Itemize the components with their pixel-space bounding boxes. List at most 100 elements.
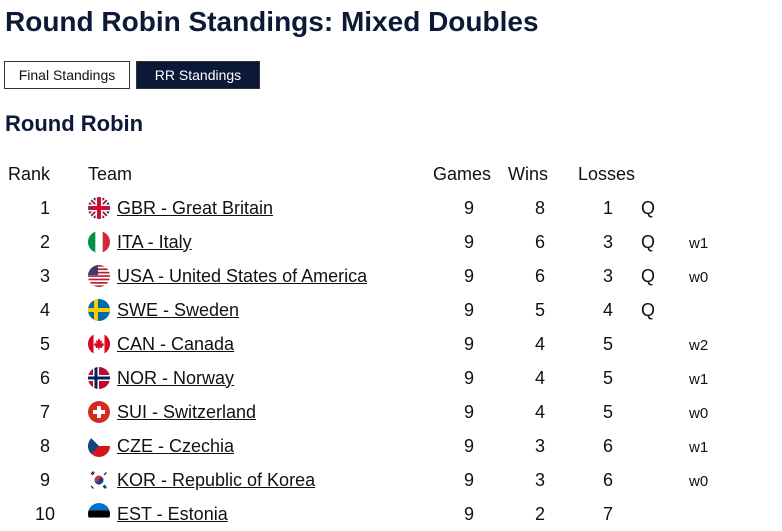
team-cell: SWE - Sweden [88, 293, 433, 327]
can-flag-icon [88, 333, 110, 355]
rank-cell: 6 [39, 367, 50, 388]
rank-cell: 3 [39, 265, 50, 286]
losses-cell: 5 [602, 367, 613, 388]
tiebreak-cell: w1 [689, 371, 709, 388]
qualifier-cell: Q [641, 197, 656, 218]
games-cell: 9 [463, 435, 474, 456]
team-link[interactable]: CZE - Czechia [117, 435, 235, 456]
team-link[interactable]: ITA - Italy [117, 231, 192, 252]
team-cell: ITA - Italy [88, 225, 433, 259]
losses-cell: 7 [602, 503, 613, 524]
tiebreak-cell [689, 497, 749, 531]
tiebreak-cell: w0 [689, 473, 709, 490]
losses-cell: 5 [602, 401, 613, 422]
team-link[interactable]: GBR - Great Britain [117, 197, 274, 218]
games-cell: 9 [463, 401, 474, 422]
qualifier-cell [641, 497, 689, 531]
team-link[interactable]: SUI - Switzerland [117, 401, 257, 422]
rank-cell: 7 [39, 401, 50, 422]
header-wins: Wins [508, 164, 548, 184]
page-title: Round Robin Standings: Mixed Doubles [5, 6, 539, 37]
wins-cell: 2 [534, 503, 545, 524]
section-title: Round Robin [5, 111, 144, 136]
qualifier-cell [641, 463, 689, 497]
team-cell: USA - United States of America [88, 259, 433, 293]
header-games: Games [433, 164, 492, 184]
games-cell: 9 [463, 231, 474, 252]
losses-cell: 1 [602, 197, 613, 218]
table-row: 9 KOR - Republic of Korea 9 3 6 w0 [2, 463, 749, 497]
wins-cell: 4 [534, 367, 545, 388]
table-header-row: Rank Team Games Wins Losses [2, 158, 749, 191]
team-link[interactable]: SWE - Sweden [117, 299, 240, 320]
team-link[interactable]: USA - United States of America [117, 265, 368, 286]
rank-cell: 1 [39, 197, 50, 218]
team-link[interactable]: EST - Estonia [117, 503, 228, 524]
wins-cell: 3 [534, 435, 545, 456]
nor-flag-icon [88, 367, 110, 389]
games-cell: 9 [463, 333, 474, 354]
wins-cell: 5 [534, 299, 545, 320]
header-qualifier [641, 158, 689, 191]
qualifier-cell [641, 395, 689, 429]
games-cell: 9 [463, 367, 474, 388]
tab-final-standings[interactable]: Final Standings [4, 61, 130, 89]
rank-cell: 4 [39, 299, 50, 320]
team-link[interactable]: NOR - Norway [117, 367, 235, 388]
table-row: 10 EST - Estonia 9 2 7 [2, 497, 749, 531]
tiebreak-cell: w0 [689, 269, 709, 286]
tab-rr-standings[interactable]: RR Standings [136, 61, 260, 89]
games-cell: 9 [463, 299, 474, 320]
qualifier-cell: Q [641, 231, 656, 252]
games-cell: 9 [463, 265, 474, 286]
swe-flag-icon [88, 299, 110, 321]
table-row: 1 GBR - Great Britain 9 8 1 Q [2, 191, 749, 225]
tiebreak-cell: w1 [689, 235, 709, 252]
tiebreak-cell: w1 [689, 439, 709, 456]
cze-flag-icon [88, 435, 110, 457]
games-cell: 9 [463, 469, 474, 490]
rank-cell: 10 [34, 503, 56, 524]
losses-cell: 5 [602, 333, 613, 354]
losses-cell: 3 [602, 265, 613, 286]
standings-table: Rank Team Games Wins Losses 1 GBR - Great… [2, 158, 749, 531]
wins-cell: 8 [534, 197, 545, 218]
header-losses: Losses [578, 164, 636, 184]
rank-cell: 9 [39, 469, 50, 490]
wins-cell: 4 [534, 333, 545, 354]
wins-cell: 6 [534, 231, 545, 252]
losses-cell: 6 [602, 435, 613, 456]
games-cell: 9 [463, 197, 474, 218]
losses-cell: 4 [602, 299, 613, 320]
losses-cell: 6 [602, 469, 613, 490]
usa-flag-icon [88, 265, 110, 287]
tiebreak-cell [689, 293, 749, 327]
rank-cell: 5 [39, 333, 50, 354]
tiebreak-cell [689, 191, 749, 225]
tiebreak-cell: w2 [689, 337, 709, 354]
team-cell: KOR - Republic of Korea [88, 463, 433, 497]
team-link[interactable]: CAN - Canada [117, 333, 235, 354]
qualifier-cell [641, 429, 689, 463]
table-body: 1 GBR - Great Britain 9 8 1 Q 2 ITA - Italy 9 6 3 Q… [2, 191, 749, 531]
team-link[interactable]: KOR - Republic of Korea [117, 469, 316, 490]
qualifier-cell: Q [641, 299, 656, 320]
wins-cell: 4 [534, 401, 545, 422]
qualifier-cell [641, 327, 689, 361]
qualifier-cell [641, 361, 689, 395]
team-cell: CAN - Canada [88, 327, 433, 361]
team-cell: SUI - Switzerland [88, 395, 433, 429]
rank-cell: 2 [39, 231, 50, 252]
table-row: 8 CZE - Czechia 9 3 6 w1 [2, 429, 749, 463]
team-cell: EST - Estonia [88, 497, 433, 531]
header-team: Team [88, 164, 133, 184]
header-rank: Rank [8, 164, 51, 184]
wins-cell: 6 [534, 265, 545, 286]
table-row: 7 SUI - Switzerland 9 4 5 w0 [2, 395, 749, 429]
games-cell: 9 [463, 503, 474, 524]
standings-tabs: Final Standings RR Standings [4, 61, 260, 89]
team-cell: NOR - Norway [88, 361, 433, 395]
losses-cell: 3 [602, 231, 613, 252]
